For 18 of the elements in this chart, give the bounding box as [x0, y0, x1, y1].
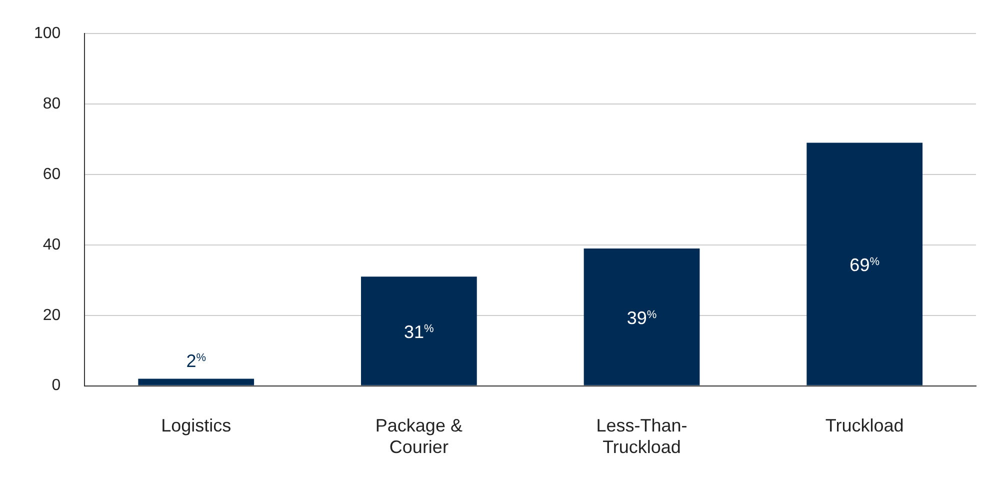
- y-tick-label: 100: [34, 25, 61, 42]
- y-tick-label: 0: [52, 377, 61, 394]
- data-label: 39%: [626, 308, 657, 328]
- y-tick-label: 80: [42, 95, 61, 112]
- y-tick-label: 20: [42, 306, 61, 324]
- y-tick-label: 60: [42, 166, 61, 183]
- data-label: 69%: [850, 255, 880, 276]
- bar: [806, 142, 923, 386]
- bar: [138, 378, 254, 386]
- bar: [361, 276, 477, 386]
- data-label: 2%: [186, 350, 206, 371]
- bar: [584, 248, 700, 386]
- y-tick-label: 40: [42, 236, 61, 254]
- x-tick-label: Truckload: [825, 416, 904, 436]
- x-tick-label: Package & Courier: [375, 416, 462, 458]
- data-label: 31%: [404, 322, 434, 342]
- x-tick-label: Logistics: [161, 416, 232, 436]
- x-tick-label: Less-Than-Truckload: [596, 416, 688, 458]
